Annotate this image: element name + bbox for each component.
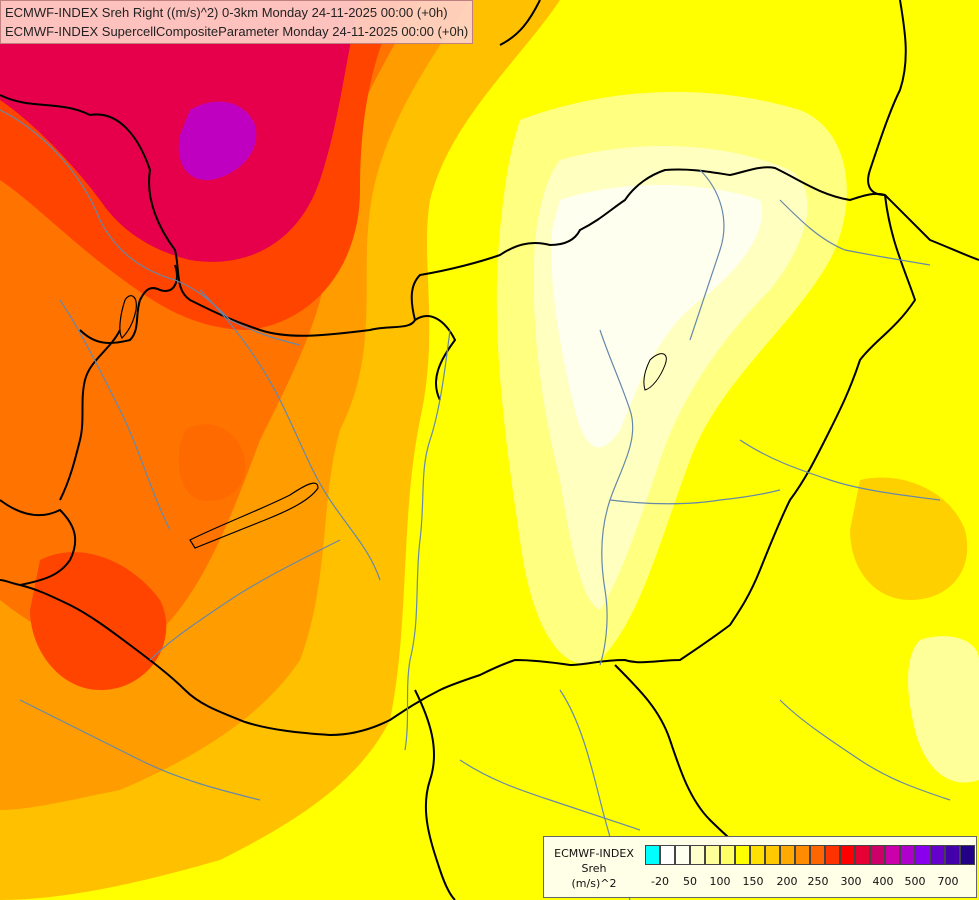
legend-labels: ECMWF-INDEX Sreh (m/s)^2 xyxy=(544,846,644,891)
map-title-box: ECMWF-INDEX Sreh Right ((m/s)^2) 0-3km M… xyxy=(0,0,474,44)
legend-ticks: -20 50 100 150 200 250 300 400 500 700 xyxy=(645,875,975,891)
rivers xyxy=(0,109,951,900)
legend-tick-label: 250 xyxy=(807,875,829,888)
color-legend: ECMWF-INDEX Sreh (m/s)^2 -20 50 100 150 200 2… xyxy=(543,836,977,898)
map-title-sreh: ECMWF-INDEX Sreh Right ((m/s)^2) 0-3km M… xyxy=(5,5,448,20)
legend-swatch xyxy=(855,845,870,865)
whitish-region-center xyxy=(551,185,762,448)
lake-small-east xyxy=(643,353,667,391)
legend-swatch xyxy=(900,845,915,865)
legend-tick-label: -20 xyxy=(651,875,669,888)
legend-swatch xyxy=(885,845,900,865)
legend-tick-label: 700 xyxy=(937,875,959,888)
legend-swatch xyxy=(750,845,765,865)
crimson-region xyxy=(0,0,360,262)
lake-neusiedl xyxy=(119,295,137,339)
legend-tick-label: 400 xyxy=(872,875,894,888)
legend-tick-label: 100 xyxy=(709,875,731,888)
legend-swatch xyxy=(795,845,810,865)
legend-swatch xyxy=(690,845,705,865)
legend-swatch xyxy=(825,845,840,865)
pale-patch-southeast xyxy=(908,636,979,783)
legend-swatch xyxy=(780,845,795,865)
legend-tick-label: 200 xyxy=(776,875,798,888)
legend-swatch xyxy=(870,845,885,865)
legend-tick-label: 150 xyxy=(742,875,764,888)
legend-swatch xyxy=(765,845,780,865)
legend-model: ECMWF-INDEX xyxy=(554,847,634,860)
legend-variable: Sreh xyxy=(581,862,607,875)
red-spot-west xyxy=(178,424,246,501)
legend-swatch xyxy=(720,845,735,865)
legend-swatch xyxy=(930,845,945,865)
legend-swatch xyxy=(675,845,690,865)
map-title-scp: ECMWF-INDEX SupercellCompositeParameter … xyxy=(5,24,469,39)
legend-swatch xyxy=(960,845,975,865)
orange-patch-southeast xyxy=(850,477,968,600)
legend-swatch xyxy=(645,845,660,865)
magenta-region xyxy=(178,101,257,181)
legend-tick-label: 500 xyxy=(904,875,926,888)
legend-swatch xyxy=(735,845,750,865)
lake-balaton xyxy=(189,482,319,549)
legend-unit: (m/s)^2 xyxy=(571,877,617,890)
legend-swatch xyxy=(660,845,675,865)
legend-swatch xyxy=(945,845,960,865)
legend-swatch xyxy=(840,845,855,865)
legend-tick-label: 50 xyxy=(683,875,697,888)
legend-swatch xyxy=(915,845,930,865)
legend-tick-label: 300 xyxy=(840,875,862,888)
legend-swatch xyxy=(705,845,720,865)
legend-swatches xyxy=(645,845,975,865)
legend-swatch xyxy=(810,845,825,865)
